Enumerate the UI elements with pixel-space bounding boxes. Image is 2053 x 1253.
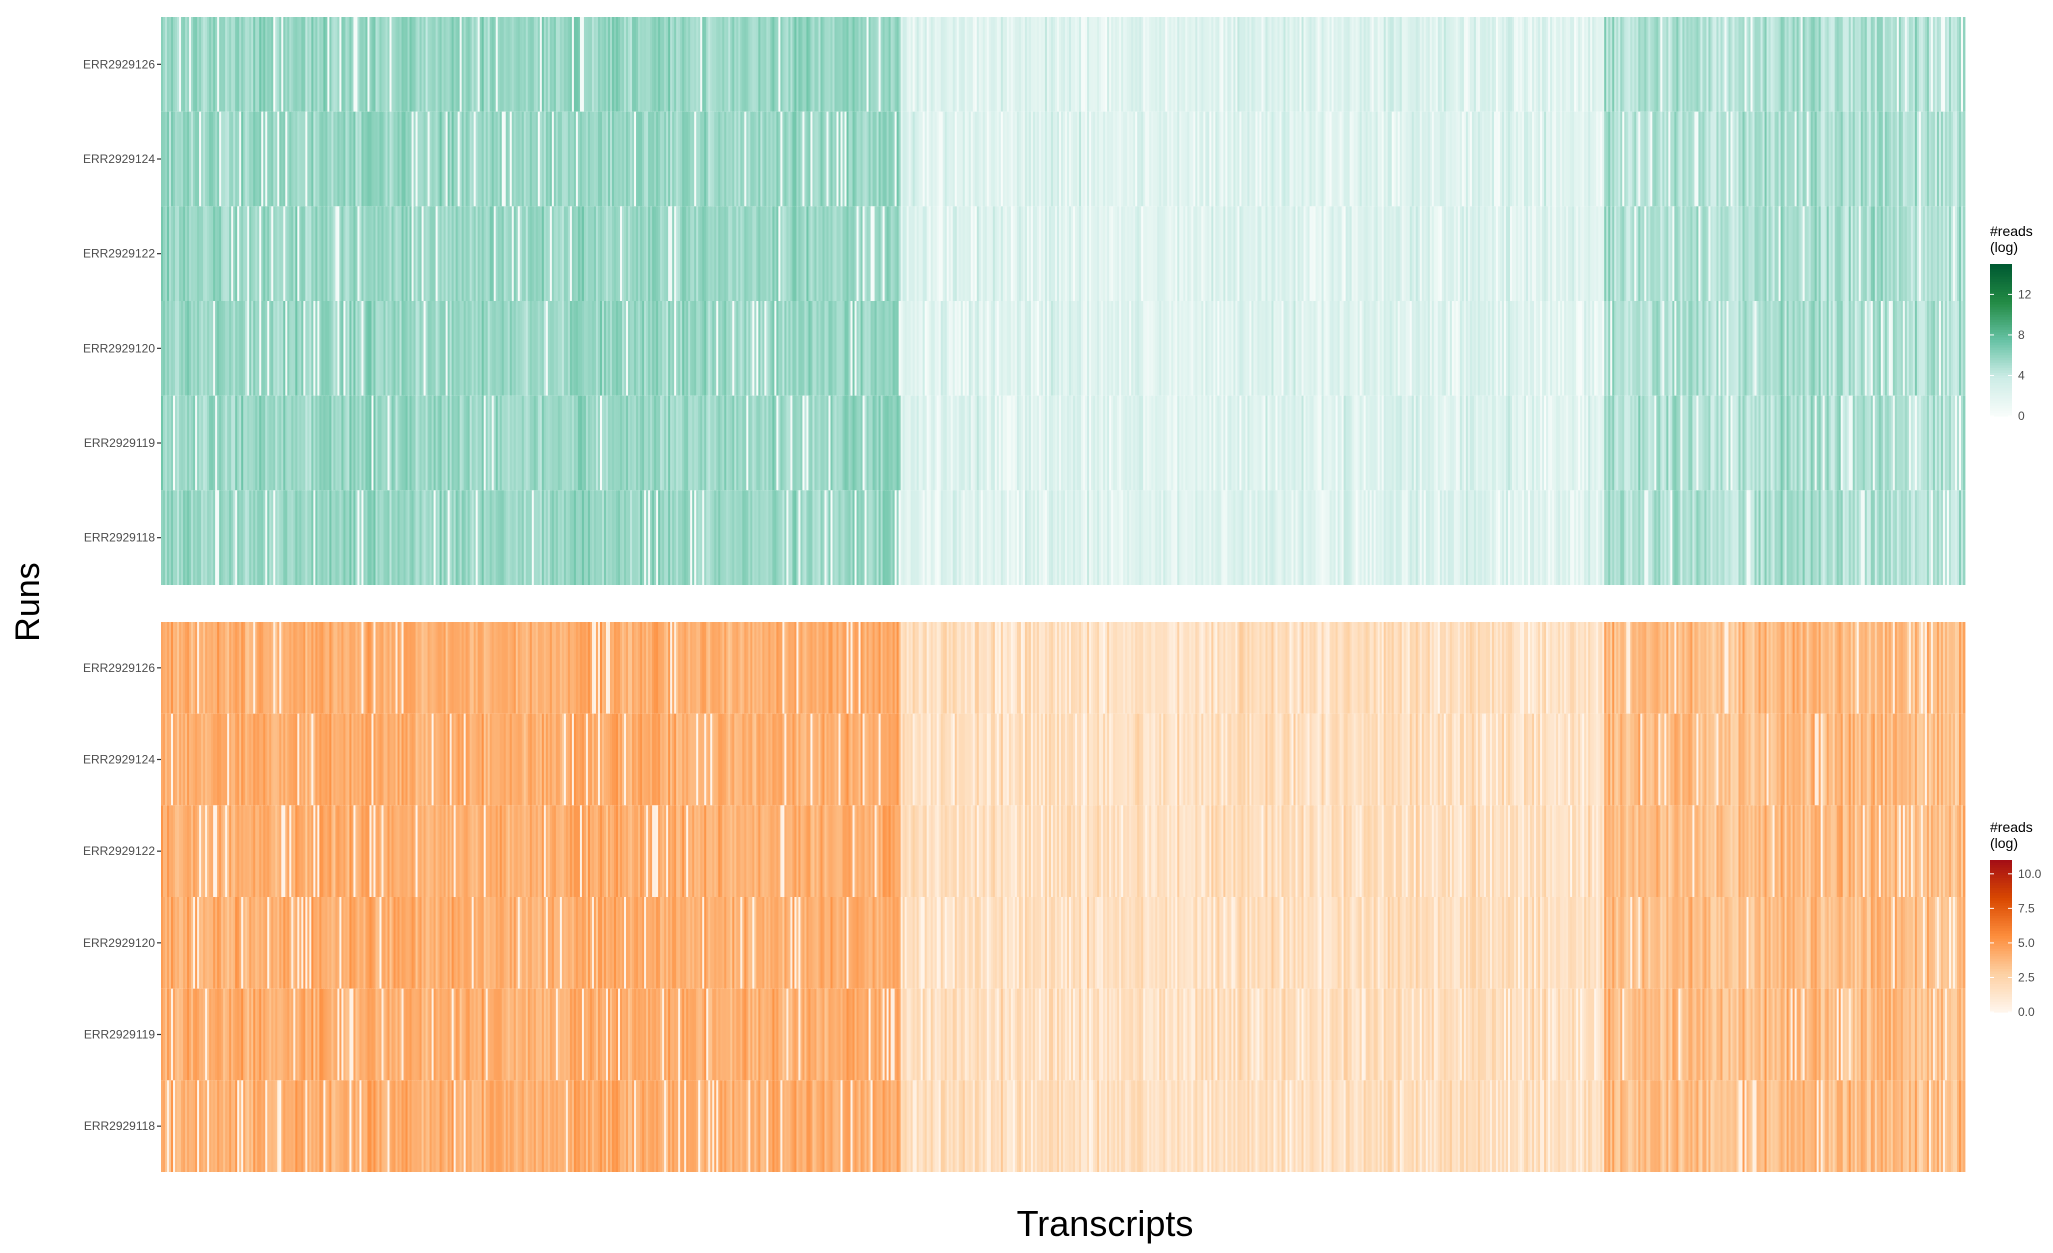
heatmap-cell <box>1963 112 1965 207</box>
heatmap-cell <box>1963 206 1965 301</box>
y-tick-label: ERR2929122 <box>83 247 155 261</box>
heatmap-cell <box>1963 301 1965 396</box>
y-tick-label: ERR2929126 <box>83 57 155 71</box>
heatmap-panel-top: ERR2929126 ERR2929124 ERR2929122 ERR2929120… <box>83 17 1965 585</box>
y-tick-label: ERR2929119 <box>84 436 155 450</box>
y-tick-label: ERR2929120 <box>83 341 155 355</box>
heatmap-cell <box>1963 17 1965 112</box>
heatmap-cell <box>1963 396 1965 491</box>
y-tick-label: ERR2929124 <box>83 152 155 166</box>
